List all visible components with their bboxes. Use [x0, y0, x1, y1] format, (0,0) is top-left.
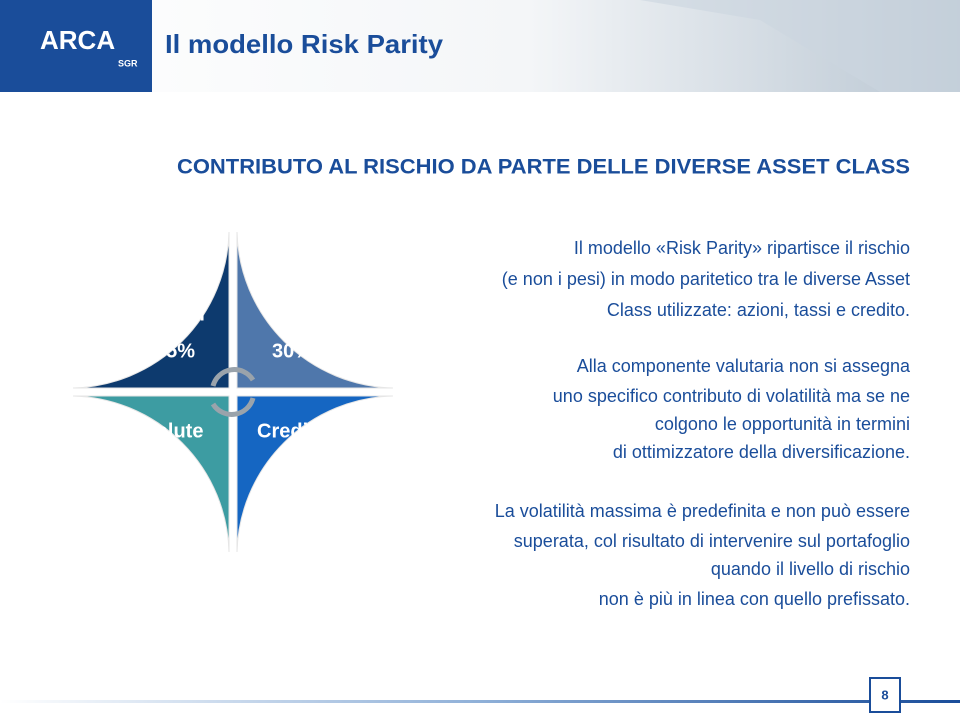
- quadrant-name: Credito: [257, 420, 327, 442]
- body-line: La volatilità massima è predefinita e no…: [495, 501, 910, 521]
- quadrant: [236, 395, 393, 552]
- logo-sub: SGR: [118, 58, 138, 68]
- body-line: (e non i pesi) in modo paritetico tra le…: [502, 269, 910, 289]
- quadrant-name: Tassi: [267, 303, 317, 325]
- body-text: Il modello «Risk Parity» ripartisce il r…: [495, 238, 911, 609]
- quadrant-share: 0%: [160, 456, 189, 478]
- quadrant-share: 35%: [155, 340, 195, 362]
- body-line: quando il livello di rischio: [711, 559, 910, 579]
- quadrant-name: Azioni: [145, 303, 205, 325]
- cycle-arrow: [210, 397, 256, 417]
- body-line: Class utilizzate: azioni, tassi e credit…: [607, 300, 910, 320]
- footer-line: [0, 700, 960, 703]
- body-line: Il modello «Risk Parity» ripartisce il r…: [574, 238, 910, 258]
- page-box: [869, 677, 901, 713]
- header-image: [640, 0, 960, 92]
- body-line: non è più in linea con quello prefissato…: [599, 589, 910, 609]
- logo: ARCA: [40, 25, 115, 55]
- quadrant-name: Valute: [145, 420, 204, 442]
- page-number: 8: [881, 687, 888, 702]
- body-line: Alla componente valutaria non si assegna: [577, 356, 911, 376]
- body-line: di ottimizzatore della diversificazione.: [613, 442, 910, 462]
- logo-box: [0, 0, 152, 92]
- quadrant: [236, 232, 393, 389]
- quadrant-share: 35%: [272, 456, 312, 478]
- cycle-arrow: [210, 367, 256, 387]
- body-line: uno specifico contributo di volatilità m…: [553, 386, 910, 406]
- quadrant-diagram: Azioni 35% Tassi 30% Valute 0% Credito 35%: [73, 232, 393, 552]
- quadrant-share: 30%: [272, 340, 312, 362]
- section-heading: CONTRIBUTO AL RISCHIO DA PARTE DELLE DIV…: [177, 156, 910, 179]
- body-line: colgono le opportunità in termini: [655, 414, 910, 434]
- quadrant: [73, 395, 230, 552]
- body-line: superata, col risultato di intervenire s…: [514, 531, 910, 551]
- quadrant: [73, 232, 230, 389]
- slide-title: Il modello Risk Parity: [165, 29, 444, 59]
